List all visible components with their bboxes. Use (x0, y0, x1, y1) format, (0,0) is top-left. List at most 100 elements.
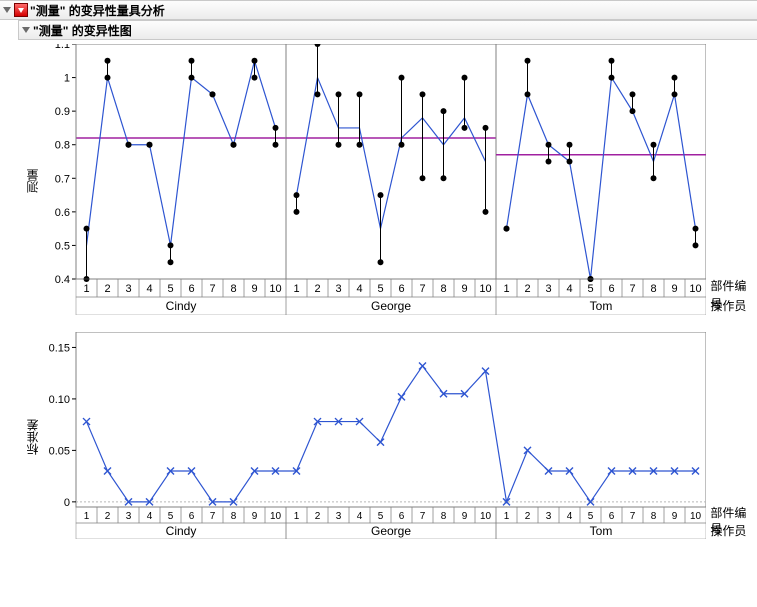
svg-text:3: 3 (126, 511, 132, 522)
svg-text:5: 5 (378, 283, 384, 295)
svg-text:2: 2 (525, 511, 531, 522)
svg-text:6: 6 (189, 511, 195, 522)
svg-text:0.5: 0.5 (55, 240, 70, 252)
y-axis-label-col: 标准差 (22, 332, 42, 542)
svg-text:3: 3 (336, 511, 342, 522)
svg-text:Tom: Tom (590, 299, 613, 313)
svg-text:5: 5 (588, 283, 594, 295)
svg-text:5: 5 (588, 511, 594, 522)
svg-text:3: 3 (546, 511, 552, 522)
y-axis-label: 测量 (24, 169, 41, 193)
y-axis-label-col: 测量 (22, 44, 42, 318)
svg-text:8: 8 (651, 511, 657, 522)
svg-text:9: 9 (672, 283, 678, 295)
svg-text:6: 6 (399, 511, 405, 522)
svg-text:9: 9 (462, 283, 468, 295)
svg-text:8: 8 (231, 511, 237, 522)
svg-text:1: 1 (294, 511, 300, 522)
svg-text:Tom: Tom (590, 524, 613, 538)
axis-category-label: 部件编号 (710, 277, 751, 295)
svg-text:6: 6 (399, 283, 405, 295)
svg-text:Cindy: Cindy (166, 299, 197, 313)
svg-text:10: 10 (270, 283, 282, 295)
svg-text:6: 6 (609, 283, 615, 295)
svg-text:0.9: 0.9 (55, 106, 70, 118)
svg-text:7: 7 (630, 283, 636, 295)
svg-text:0.8: 0.8 (55, 140, 70, 152)
y-axis-label: 标准差 (24, 419, 41, 455)
variability-chart-row: 测量 0.4 0.5 0.6 0.7 0.8 0.9 1 1.1 1 2 3 4 5 6 7 8 9 10 Cind… (22, 44, 751, 318)
svg-text:1: 1 (504, 283, 510, 295)
disclosure-icon[interactable] (21, 25, 31, 35)
svg-text:7: 7 (630, 511, 636, 522)
svg-text:10: 10 (270, 511, 282, 522)
svg-text:9: 9 (462, 511, 468, 522)
svg-text:0.05: 0.05 (49, 445, 70, 457)
svg-text:6: 6 (609, 511, 615, 522)
hotspot-icon[interactable] (14, 3, 28, 17)
svg-text:4: 4 (567, 283, 573, 295)
outline-title: "测量" 的变异性量具分析 (30, 2, 165, 19)
outline-header-chart[interactable]: "测量" 的变异性图 (18, 20, 757, 40)
svg-text:4: 4 (567, 511, 573, 522)
svg-text:4: 4 (147, 511, 153, 522)
svg-text:6: 6 (189, 283, 195, 295)
svg-text:1: 1 (84, 283, 90, 295)
svg-text:10: 10 (690, 283, 702, 295)
svg-text:0: 0 (64, 497, 70, 509)
svg-text:9: 9 (252, 283, 258, 295)
svg-text:2: 2 (315, 283, 321, 295)
svg-text:7: 7 (420, 511, 426, 522)
svg-text:8: 8 (441, 511, 447, 522)
svg-text:George: George (371, 299, 411, 313)
svg-text:4: 4 (357, 283, 363, 295)
svg-text:8: 8 (651, 283, 657, 295)
svg-text:1: 1 (504, 511, 510, 522)
svg-text:8: 8 (231, 283, 237, 295)
svg-text:Cindy: Cindy (166, 524, 197, 538)
axis-category-label: 操作员 (710, 523, 751, 539)
svg-text:8: 8 (441, 283, 447, 295)
svg-text:5: 5 (378, 511, 384, 522)
svg-text:3: 3 (336, 283, 342, 295)
svg-text:3: 3 (126, 283, 132, 295)
svg-text:2: 2 (525, 283, 531, 295)
svg-text:1: 1 (294, 283, 300, 295)
stddev-chart: 0 0.05 0.10 0.15 1 2 3 4 5 6 7 8 9 10 Cindy 1 2 3 4 5 6 7 8 9 10… (42, 332, 706, 542)
svg-text:0.7: 0.7 (55, 173, 70, 185)
svg-text:2: 2 (105, 283, 111, 295)
stddev-chart-row: 标准差 0 0.05 0.10 0.15 1 2 3 4 5 6 7 8 9 10 Cindy 1 2 3 4 5 6 7… (22, 332, 751, 542)
svg-text:3: 3 (546, 283, 552, 295)
axis-category-label: 操作员 (710, 297, 751, 315)
svg-text:0.15: 0.15 (49, 342, 70, 354)
disclosure-icon[interactable] (2, 5, 12, 15)
svg-text:4: 4 (147, 283, 153, 295)
svg-text:9: 9 (672, 511, 678, 522)
svg-text:10: 10 (480, 283, 492, 295)
svg-text:1: 1 (64, 73, 70, 85)
svg-text:2: 2 (315, 511, 321, 522)
svg-text:7: 7 (210, 283, 216, 295)
svg-text:0.10: 0.10 (49, 394, 70, 406)
svg-text:0.4: 0.4 (55, 274, 70, 286)
svg-text:9: 9 (252, 511, 258, 522)
svg-text:0.6: 0.6 (55, 207, 70, 219)
outline-title: "测量" 的变异性图 (33, 22, 132, 39)
axis-category-labels: 部件编号操作员 (706, 44, 751, 315)
axis-category-labels: 部件编号操作员 (706, 332, 751, 539)
chart-panel-body: 测量 0.40.50.60.70.80.911.112345678910Cind… (0, 40, 757, 548)
svg-text:5: 5 (168, 511, 174, 522)
svg-text:4: 4 (357, 511, 363, 522)
svg-text:2: 2 (105, 511, 111, 522)
svg-text:George: George (371, 524, 411, 538)
svg-text:1: 1 (84, 511, 90, 522)
variability-chart: 0.4 0.5 0.6 0.7 0.8 0.9 1 1.1 1 2 3 4 5 6 7 8 9 10 Cindy 1 2… (42, 44, 706, 318)
svg-text:1.1: 1.1 (55, 44, 70, 51)
svg-text:7: 7 (420, 283, 426, 295)
svg-text:10: 10 (480, 511, 492, 522)
axis-category-label: 部件编号 (710, 505, 751, 521)
svg-text:7: 7 (210, 511, 216, 522)
svg-text:5: 5 (168, 283, 174, 295)
svg-text:10: 10 (690, 511, 702, 522)
outline-header-analysis[interactable]: "测量" 的变异性量具分析 (0, 0, 757, 20)
